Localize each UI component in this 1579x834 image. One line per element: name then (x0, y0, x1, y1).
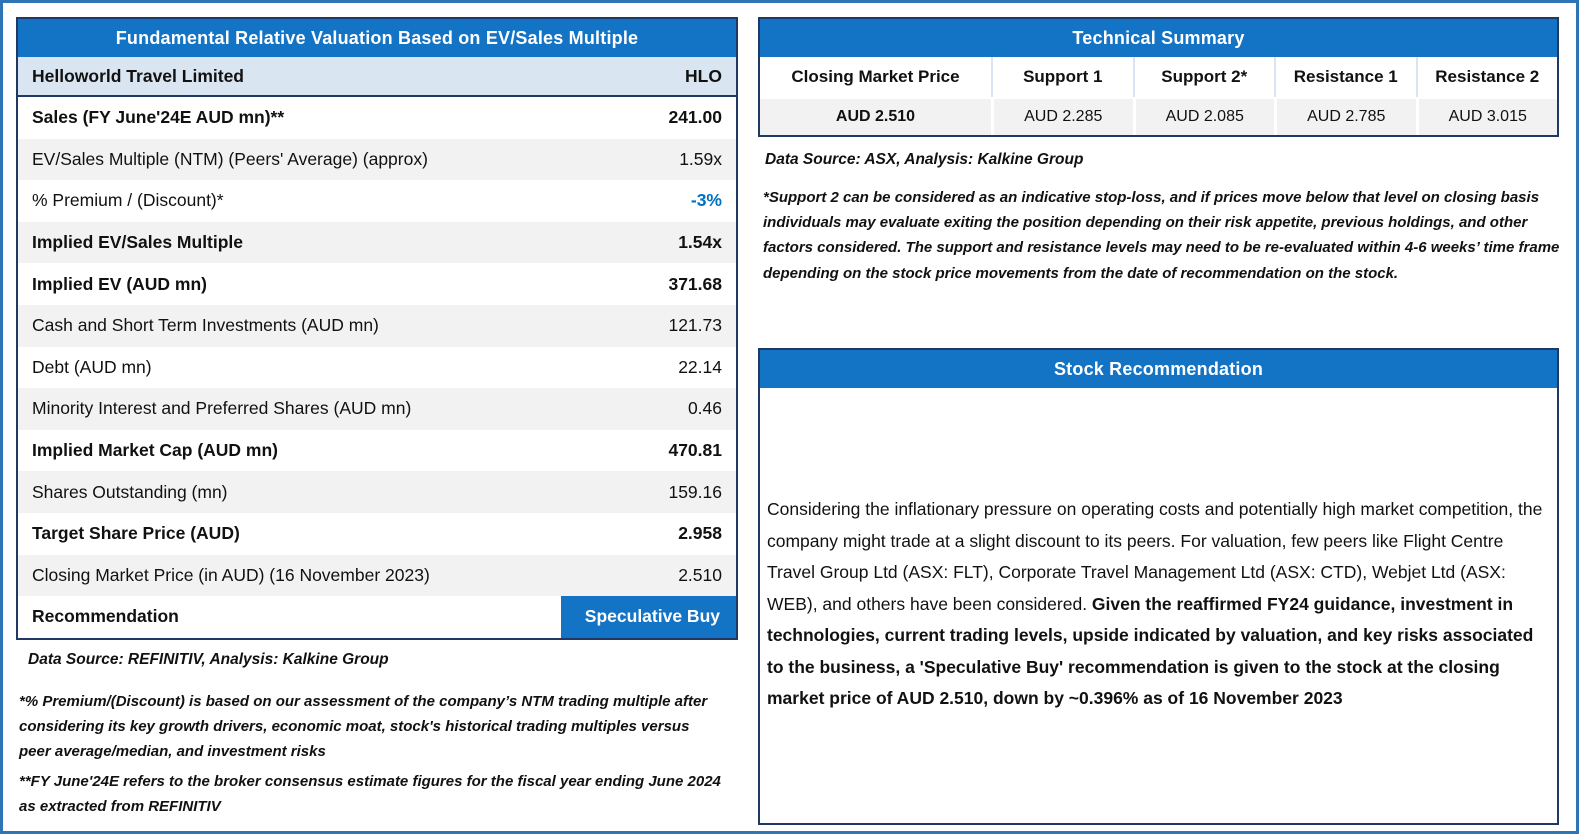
row-label: Implied EV/Sales Multiple (32, 232, 244, 253)
table-row-minority-interest: Minority Interest and Preferred Shares (… (18, 388, 736, 430)
table-row-cash: Cash and Short Term Investments (AUD mn)… (18, 304, 736, 347)
fundamental-panel-title: Fundamental Relative Valuation Based on … (18, 19, 736, 57)
fundamental-valuation-panel: Fundamental Relative Valuation Based on … (16, 17, 738, 640)
table-row-implied-ev-sales: Implied EV/Sales Multiple 1.54x (18, 221, 736, 264)
value-resistance-2: AUD 3.015 (1415, 97, 1557, 135)
technical-data-source: Data Source: ASX, Analysis: Kalkine Grou… (765, 151, 1084, 168)
technical-values-row: AUD 2.510 AUD 2.285 AUD 2.085 AUD 2.785 … (760, 97, 1557, 135)
row-value: -3% (690, 190, 722, 211)
row-label: Implied EV (AUD mn) (32, 273, 208, 294)
table-row-target-share-price: Target Share Price (AUD) 2.958 (18, 513, 736, 555)
recommendation-text-bold: Given the reaffirmed FY24 guidance, inve… (767, 593, 1534, 709)
recommendation-text-normal: Considering the inflationary pressure on… (767, 499, 1543, 614)
row-label: Implied Market Cap (AUD mn) (32, 440, 278, 461)
row-label: Minority Interest and Preferred Shares (… (32, 398, 412, 419)
table-row-recommendation: Recommendation Speculative Buy (18, 596, 736, 638)
company-name: Helloworld Travel Limited (32, 65, 244, 86)
row-value: 241.00 (668, 107, 722, 128)
col-closing-market-price: Closing Market Price (791, 67, 960, 86)
value-support-1: AUD 2.285 (991, 97, 1133, 135)
row-value: 0.46 (687, 398, 722, 419)
value-support-2: AUD 2.085 (1132, 97, 1274, 135)
table-row-implied-market-cap: Implied Market Cap (AUD mn) 470.81 (18, 430, 736, 472)
recommendation-paragraph: Considering the inflationary pressure on… (767, 494, 1550, 715)
technical-footnote-support2: *Support 2 can be considered as an indic… (763, 189, 1560, 282)
row-label: Recommendation (32, 606, 179, 627)
row-value: 121.73 (668, 315, 722, 336)
fundamental-data-source: Data Source: REFINITIV, Analysis: Kalkin… (28, 651, 389, 668)
fundamental-footnote-premium: *% Premium/(Discount) is based on our as… (19, 693, 708, 761)
col-support-1: Support 1 (991, 57, 1133, 97)
row-label: Debt (AUD mn) (32, 356, 152, 377)
technical-summary-panel: Technical Summary Closing Market Price S… (758, 17, 1559, 137)
row-value: 470.81 (668, 440, 722, 461)
row-label: Closing Market Price (in AUD) (16 Novemb… (32, 564, 430, 585)
value-resistance-1: AUD 2.785 (1274, 97, 1416, 135)
row-value: 2.958 (678, 523, 722, 544)
row-label: Sales (FY June'24E AUD mn)** (32, 107, 285, 128)
table-row-debt: Debt (AUD mn) 22.14 (18, 347, 736, 389)
row-value: 2.510 (678, 564, 722, 585)
row-label: Target Share Price (AUD) (32, 523, 240, 544)
row-label: EV/Sales Multiple (NTM) (Peers' Average)… (32, 148, 428, 169)
table-row-sales: Sales (FY June'24E AUD mn)** 241.00 (18, 97, 736, 139)
table-row-ev-sales-multiple: EV/Sales Multiple (NTM) (Peers' Average)… (18, 138, 736, 181)
col-resistance-2: Resistance 2 (1415, 57, 1558, 97)
table-row-implied-ev: Implied EV (AUD mn) 371.68 (18, 263, 736, 305)
fundamental-footnote-fy24: **FY June'24E refers to the broker conse… (19, 773, 721, 816)
ticker-code: HLO (685, 65, 722, 86)
col-support-2: Support 2* (1132, 57, 1275, 97)
fundamental-table-body: Sales (FY June'24E AUD mn)** 241.00 EV/S… (18, 97, 736, 638)
recommendation-panel-title: Stock Recommendation (760, 350, 1557, 388)
technical-panel-title: Technical Summary (760, 19, 1557, 57)
table-row-shares-outstanding: Shares Outstanding (mn) 159.16 (18, 471, 736, 513)
row-label: % Premium / (Discount)* (32, 190, 224, 211)
col-resistance-1: Resistance 1 (1274, 57, 1416, 97)
row-label: Shares Outstanding (mn) (32, 481, 228, 502)
technical-header-row: Closing Market Price Support 1 Support 2… (760, 57, 1557, 97)
table-row-closing-market-price: Closing Market Price (in AUD) (16 Novemb… (18, 554, 736, 597)
value-closing-market-price: AUD 2.510 (760, 97, 991, 135)
row-value: 22.14 (678, 356, 722, 377)
row-value: 1.59x (679, 148, 722, 169)
row-value: 159.16 (668, 481, 722, 502)
recommendation-body: Considering the inflationary pressure on… (760, 388, 1557, 821)
fundamental-table-header: Helloworld Travel Limited HLO (18, 57, 736, 97)
row-value: 1.54x (678, 232, 722, 253)
row-value: 371.68 (668, 273, 722, 294)
row-label: Cash and Short Term Investments (AUD mn) (32, 315, 379, 336)
recommendation-badge: Speculative Buy (560, 596, 736, 638)
table-row-premium-discount: % Premium / (Discount)* -3% (18, 180, 736, 222)
stock-recommendation-panel: Stock Recommendation Considering the inf… (758, 348, 1559, 825)
